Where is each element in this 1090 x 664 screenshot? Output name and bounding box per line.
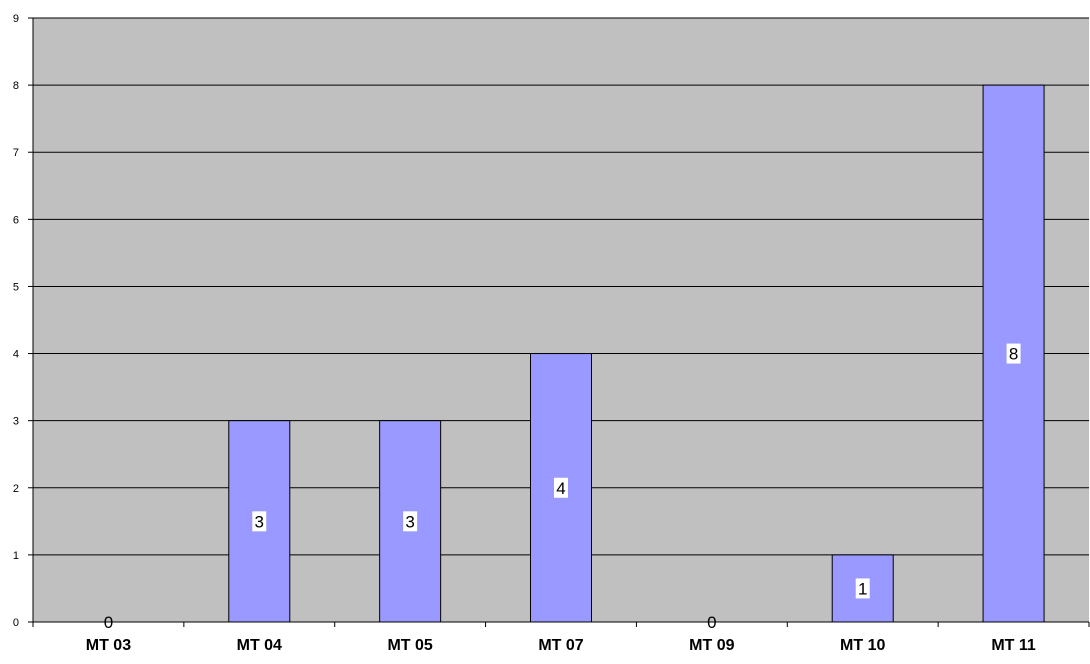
- data-label-2: 3: [403, 511, 418, 532]
- x-axis-ticks: [32, 622, 1090, 627]
- y-axis-ticks: 0 1 2 3 4 5 6 7 8 9: [13, 13, 33, 629]
- y-tick-label-0: 0: [13, 617, 19, 629]
- data-label-box-1: [252, 511, 267, 532]
- y-tick-label-4: 4: [13, 349, 19, 361]
- data-label-1: 3: [252, 511, 267, 532]
- category-label-2: MT 05: [387, 637, 432, 654]
- data-label-text-2: 3: [405, 512, 414, 531]
- category-labels: MT 03 MT 04 MT 05 MT 07 MT 09 MT 10 MT 11: [86, 637, 1036, 654]
- data-label-box-5: [855, 578, 870, 599]
- y-tick-label-2: 2: [13, 483, 19, 495]
- data-label-text-1: 3: [255, 512, 264, 531]
- data-label-box-6: [1006, 343, 1021, 364]
- category-label-4: MT 09: [689, 637, 734, 654]
- data-label-box-2: [403, 511, 418, 532]
- data-label-box-3: [554, 477, 568, 498]
- category-label-6: MT 11: [991, 637, 1036, 654]
- data-label-3: 4: [554, 477, 568, 498]
- y-tick-label-1: 1: [13, 550, 19, 562]
- data-label-text-6: 8: [1009, 345, 1018, 364]
- y-tick-label-7: 7: [13, 147, 19, 159]
- data-label-5: 1: [855, 578, 870, 599]
- category-label-1: MT 04: [237, 637, 282, 654]
- y-tick-label-9: 9: [13, 13, 19, 25]
- data-label-text-5: 1: [858, 579, 867, 598]
- category-label-5: MT 10: [840, 637, 885, 654]
- category-label-3: MT 07: [538, 637, 583, 654]
- category-label-0: MT 03: [86, 637, 131, 654]
- y-tick-label-5: 5: [13, 281, 19, 293]
- y-tick-label-3: 3: [13, 416, 19, 428]
- y-tick-label-8: 8: [13, 80, 19, 92]
- data-label-text-3: 4: [556, 479, 565, 498]
- data-label-6: 8: [1006, 343, 1021, 364]
- y-tick-label-6: 6: [13, 214, 19, 226]
